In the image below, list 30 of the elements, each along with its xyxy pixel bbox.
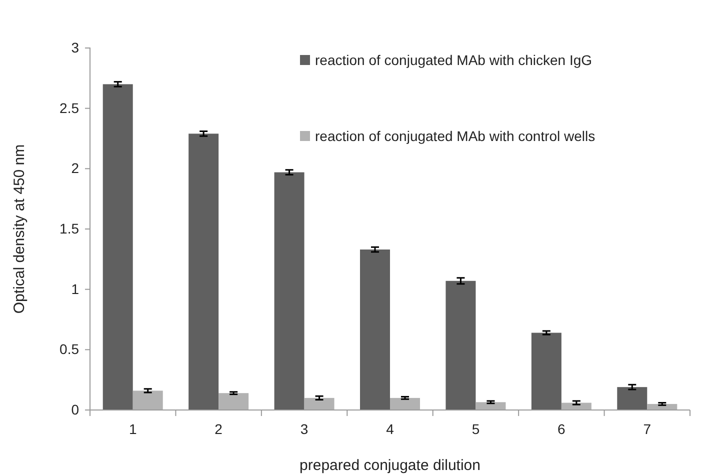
y-tick-label: 2.5 <box>60 100 80 116</box>
x-tick-label: 1 <box>128 420 137 437</box>
bar <box>617 387 648 410</box>
y-tick-label: 0.5 <box>60 341 80 358</box>
y-tick-label: 1.5 <box>60 220 80 236</box>
x-tick-label: 7 <box>643 420 652 437</box>
x-tick-label: 5 <box>472 420 480 437</box>
bar <box>218 393 249 410</box>
bar <box>531 332 562 410</box>
bar <box>446 280 476 410</box>
y-tick-label: 3 <box>71 39 80 56</box>
bar <box>390 398 420 410</box>
bar <box>274 172 304 410</box>
legend-label: reaction of conjugated MAb with chicken IgG <box>315 52 592 68</box>
bar <box>360 250 390 410</box>
bar <box>476 402 506 410</box>
y-tick-label: 0 <box>71 401 80 418</box>
y-tick-label: 1 <box>71 280 80 297</box>
bar <box>304 398 334 410</box>
x-tick-label: 3 <box>300 420 308 437</box>
x-tick-label: 2 <box>214 420 223 437</box>
bar <box>188 134 219 410</box>
x-axis-title: prepared conjugate dilution <box>300 457 480 474</box>
y-tick-label: 2 <box>71 160 80 176</box>
bar <box>102 84 133 410</box>
y-axis-title: Optical density at 450 nm <box>11 144 28 314</box>
bar <box>132 390 163 410</box>
legend-label: reaction of conjugated MAb with control wells <box>315 128 596 144</box>
x-tick-label: 4 <box>386 420 394 437</box>
x-tick-label: 6 <box>558 420 566 437</box>
